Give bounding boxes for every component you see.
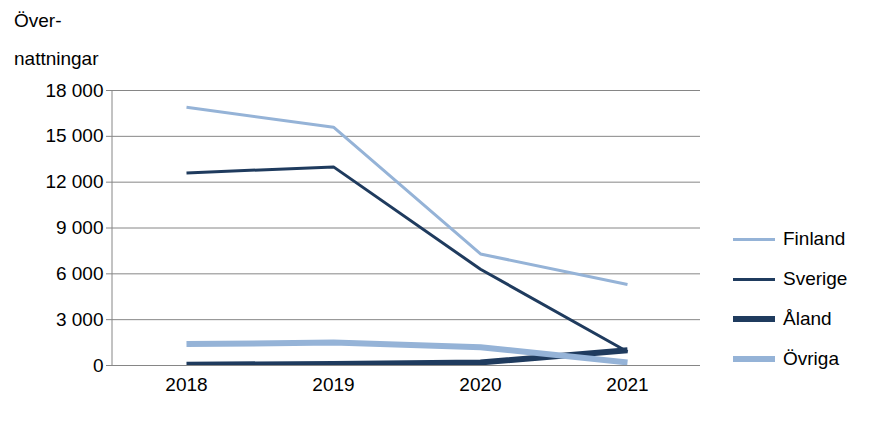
html-text:Över- nattningar: Över- nattningar xyxy=(14,10,99,69)
svg-text:2019: 2019 xyxy=(312,374,354,395)
svg-text:3 000: 3 000 xyxy=(56,309,104,330)
svg-text:9 000: 9 000 xyxy=(56,217,104,238)
html-text:Sverige: Sverige xyxy=(783,268,848,289)
svg-text:12 000: 12 000 xyxy=(45,171,103,192)
svg-text:15 000: 15 000 xyxy=(45,125,103,146)
svg-text:18 000: 18 000 xyxy=(45,80,103,101)
svg-text:2018: 2018 xyxy=(165,374,207,395)
svg-text:6 000: 6 000 xyxy=(56,263,104,284)
html-text:Övriga: Övriga xyxy=(783,348,839,369)
html-text:Åland: Åland xyxy=(783,308,832,329)
html-text:Finland: Finland xyxy=(783,228,846,249)
svg-text:2021: 2021 xyxy=(606,374,648,395)
svg-text:2020: 2020 xyxy=(459,374,501,395)
svg-text:0: 0 xyxy=(93,355,104,376)
